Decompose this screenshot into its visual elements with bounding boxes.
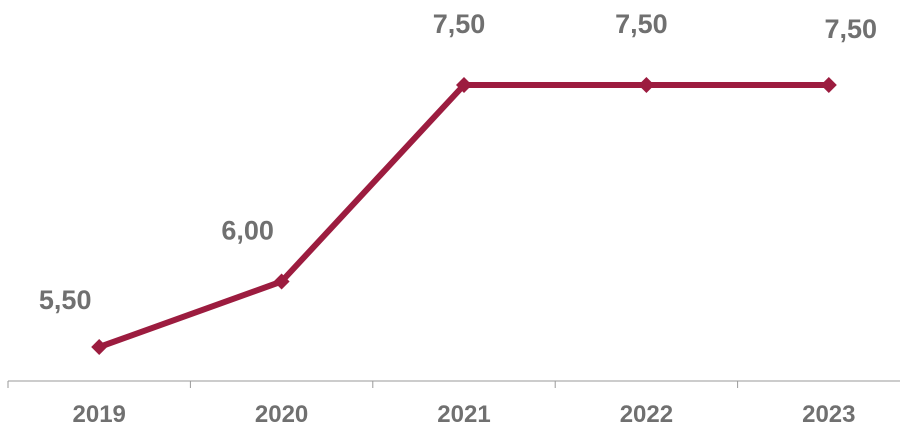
x-tick-labels: 2019 2020 2021 2022 2023 [73, 401, 856, 428]
data-label: 5,50 [39, 285, 92, 315]
x-tick-label: 2021 [437, 401, 490, 428]
series-line [98, 82, 829, 350]
series-markers [91, 77, 837, 355]
x-tick-label: 2020 [255, 401, 308, 428]
data-label: 7,50 [825, 14, 878, 44]
data-point-marker [91, 339, 108, 355]
data-point-marker [456, 77, 472, 93]
data-point-marker [273, 273, 290, 290]
x-tick-label: 2019 [73, 401, 126, 428]
data-label: 6,00 [221, 216, 274, 246]
data-point-marker [820, 77, 837, 93]
data-label: 7,50 [615, 9, 668, 39]
x-axis-ticks [7, 381, 739, 388]
data-point-marker [638, 77, 655, 93]
x-tick-label: 2023 [802, 401, 855, 428]
x-tick-label: 2022 [620, 401, 673, 428]
data-label: 7,50 [433, 9, 486, 39]
data-labels: 5,50 6,00 7,50 7,50 7,50 [39, 9, 877, 315]
